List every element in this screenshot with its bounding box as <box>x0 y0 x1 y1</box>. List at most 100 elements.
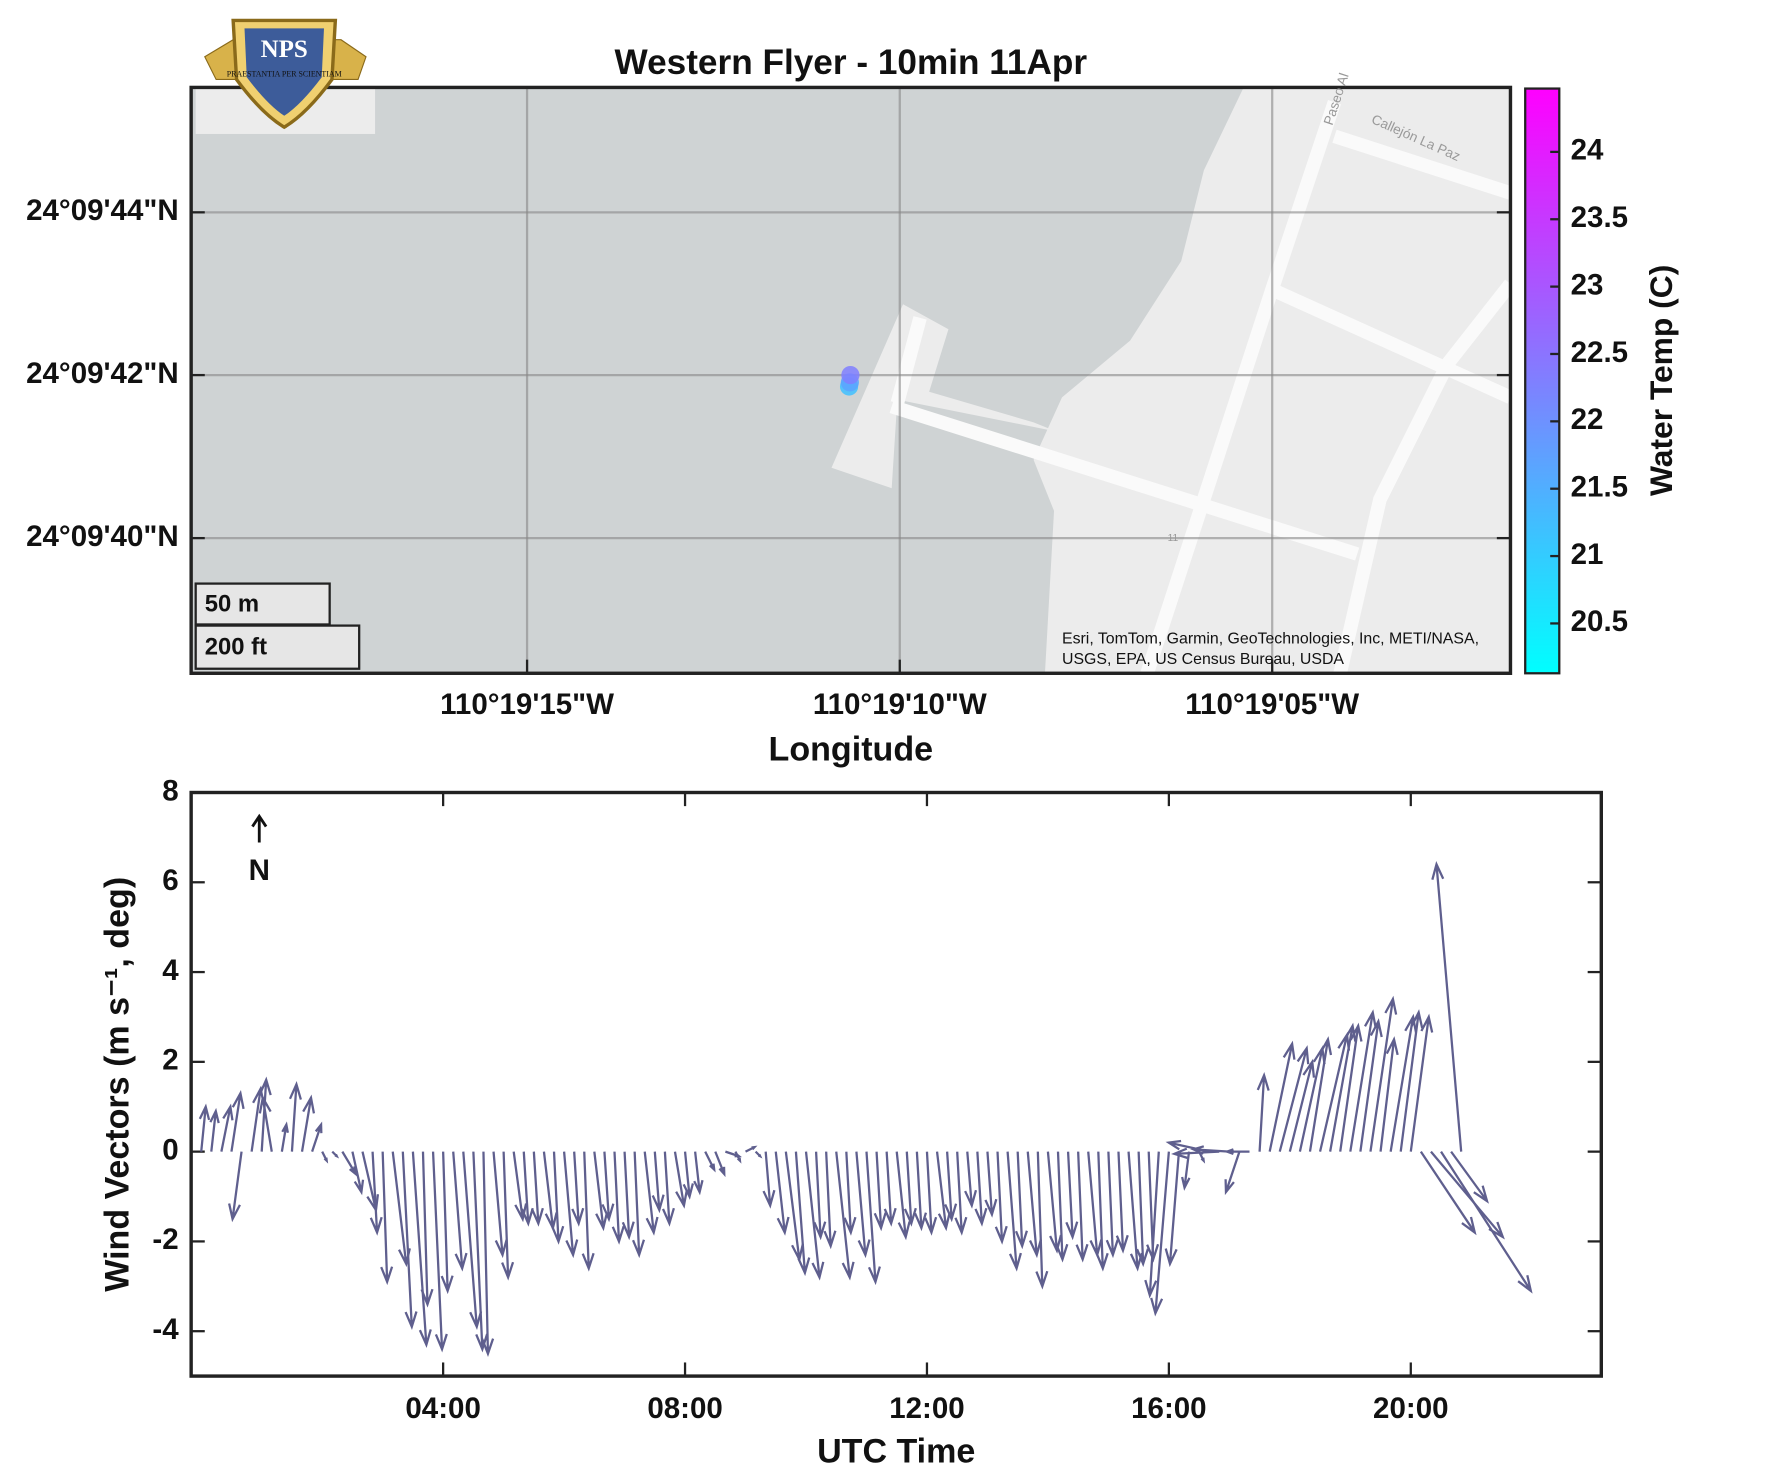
wind-arrow <box>1150 1151 1171 1317</box>
y-tick-label: 4 <box>162 954 179 987</box>
wind-arrow <box>1369 995 1398 1152</box>
wind-arrow <box>935 1151 951 1232</box>
wind-arrow <box>562 1151 579 1259</box>
wind-arrow <box>452 1151 468 1272</box>
wind-arrow <box>551 1151 565 1245</box>
wind-arrow <box>369 1151 383 1236</box>
wind-arrow <box>1014 1151 1028 1250</box>
wind-arrow <box>401 1151 418 1331</box>
wind-arrow <box>843 1151 857 1236</box>
wind-arrow <box>1430 1150 1505 1240</box>
x-tick-label: 04:00 <box>405 1392 480 1425</box>
logo-motto: PRAESTANTIA PER SCIENTIAM <box>227 70 342 79</box>
wind-arrow <box>1419 1151 1477 1236</box>
y-tick-label: -4 <box>152 1313 179 1346</box>
wind-arrow <box>530 1151 544 1227</box>
wind-arrow <box>813 1151 827 1241</box>
wind-arrow <box>1389 1013 1418 1152</box>
wind-arrow <box>258 1076 272 1152</box>
wind-arrow <box>512 1151 528 1223</box>
wind-arrow <box>954 1151 968 1236</box>
wind-arrow <box>651 1151 665 1214</box>
wind-arrow <box>1288 1058 1316 1152</box>
colorbar-tick-label: 22 <box>1571 403 1604 436</box>
map-layer: 110°19'15"W 110°19'10"W 110°19'05"W 24°09'4… <box>26 87 1511 721</box>
wind-arrow <box>1075 1151 1089 1263</box>
colorbar-tick-label: 20.5 <box>1571 605 1628 638</box>
wind-arrow <box>994 1151 1008 1245</box>
wind-arrow <box>823 1151 837 1250</box>
y-tick-label: 2 <box>162 1044 178 1077</box>
wind-arrow <box>228 1151 243 1223</box>
x-tick-label: 20:00 <box>1373 1392 1448 1425</box>
wind-arrow <box>288 1080 302 1152</box>
wind-arrow <box>1224 1151 1241 1196</box>
wind-arrow <box>1329 1022 1357 1152</box>
quiver-frame <box>189 790 1603 1378</box>
wind-arrow <box>661 1151 675 1227</box>
colorbar-tick-label: 23 <box>1571 268 1604 301</box>
wind-arrow <box>883 1151 897 1227</box>
y-axis-label: Wind Vectors (m s⁻¹, deg) <box>99 877 137 1292</box>
wind-arrow <box>944 1151 958 1223</box>
wind-arrow <box>1379 1036 1399 1152</box>
wind-arrow <box>1349 1009 1377 1152</box>
x-tick-label: 08:00 <box>647 1392 722 1425</box>
wind-arrow <box>895 1151 911 1241</box>
y-tick-label: 24°09'40"N <box>26 520 179 553</box>
wind-arrow <box>745 1145 758 1153</box>
wind-arrow <box>481 1151 495 1357</box>
wind-arrow <box>1409 1013 1434 1152</box>
wind-arrow <box>601 1151 615 1223</box>
x-tick-label: 110°19'05"W <box>1185 688 1359 721</box>
wind-arrow <box>1450 1150 1489 1204</box>
wind-arrow <box>198 1103 211 1152</box>
colorbar-label: Water Temp (C) <box>1643 265 1679 496</box>
y-tick-label: 8 <box>162 774 178 807</box>
y-tick-label: 24°09'42"N <box>26 357 179 390</box>
wind-arrow <box>380 1151 394 1286</box>
wind-arrow <box>1046 1151 1063 1254</box>
wind-arrow <box>1318 1031 1351 1152</box>
wind-arrow <box>611 1151 625 1245</box>
wind-arrow <box>964 1151 978 1209</box>
wind-arrow <box>440 1151 454 1295</box>
wind-arrow <box>1223 1148 1250 1156</box>
wind-arrow <box>462 1151 483 1331</box>
colorbar-tick-label: 21 <box>1571 538 1604 571</box>
wind-arrow <box>1190 1145 1230 1155</box>
wind-arrow <box>754 1150 763 1159</box>
wind-arrow <box>1095 1151 1109 1272</box>
x-tick-label: 110°19'15"W <box>440 688 614 721</box>
wind-arrow <box>1035 1151 1049 1290</box>
wind-arrow <box>1026 1151 1042 1259</box>
x-tick-label: 12:00 <box>889 1392 964 1425</box>
wind-arrow <box>835 1151 855 1281</box>
wind-arrow <box>1164 1151 1181 1268</box>
wind-arrow <box>311 1121 323 1152</box>
wind-arrow <box>593 1151 609 1232</box>
wind-arrow <box>682 1151 694 1200</box>
wind-arrow <box>1136 1151 1150 1268</box>
wind-arrow <box>230 1089 245 1152</box>
wind-arrow <box>794 1151 811 1277</box>
quiver-layer: 04:00 08:00 12:00 16:00 20:00 -4 -2 0 2 4 6 8 <box>152 774 1602 1425</box>
wind-arrow <box>1268 1040 1296 1152</box>
attribution: Esri, TomTom, Garmin, GeoTechnologies, I… <box>1062 630 1479 647</box>
wind-arrow <box>774 1151 790 1236</box>
y-tick-label: 6 <box>162 864 178 897</box>
track-point <box>841 365 860 385</box>
map-frame <box>189 85 1513 675</box>
wind-arrow <box>1065 1151 1079 1241</box>
x-tick-label: 110°19'10"W <box>813 688 987 721</box>
colorbar-tick-label: 24 <box>1571 134 1604 167</box>
colorbar <box>1524 87 1561 675</box>
wind-arrow <box>300 1094 316 1152</box>
wind-arrow <box>903 1151 917 1227</box>
wind-arrow <box>220 1103 234 1152</box>
y-tick-label: -2 <box>152 1223 178 1256</box>
street-label: 11 <box>1168 533 1179 544</box>
wind-arrow <box>1359 1018 1383 1152</box>
wind-arrow <box>501 1151 515 1281</box>
wind-arrow <box>1006 1151 1022 1272</box>
